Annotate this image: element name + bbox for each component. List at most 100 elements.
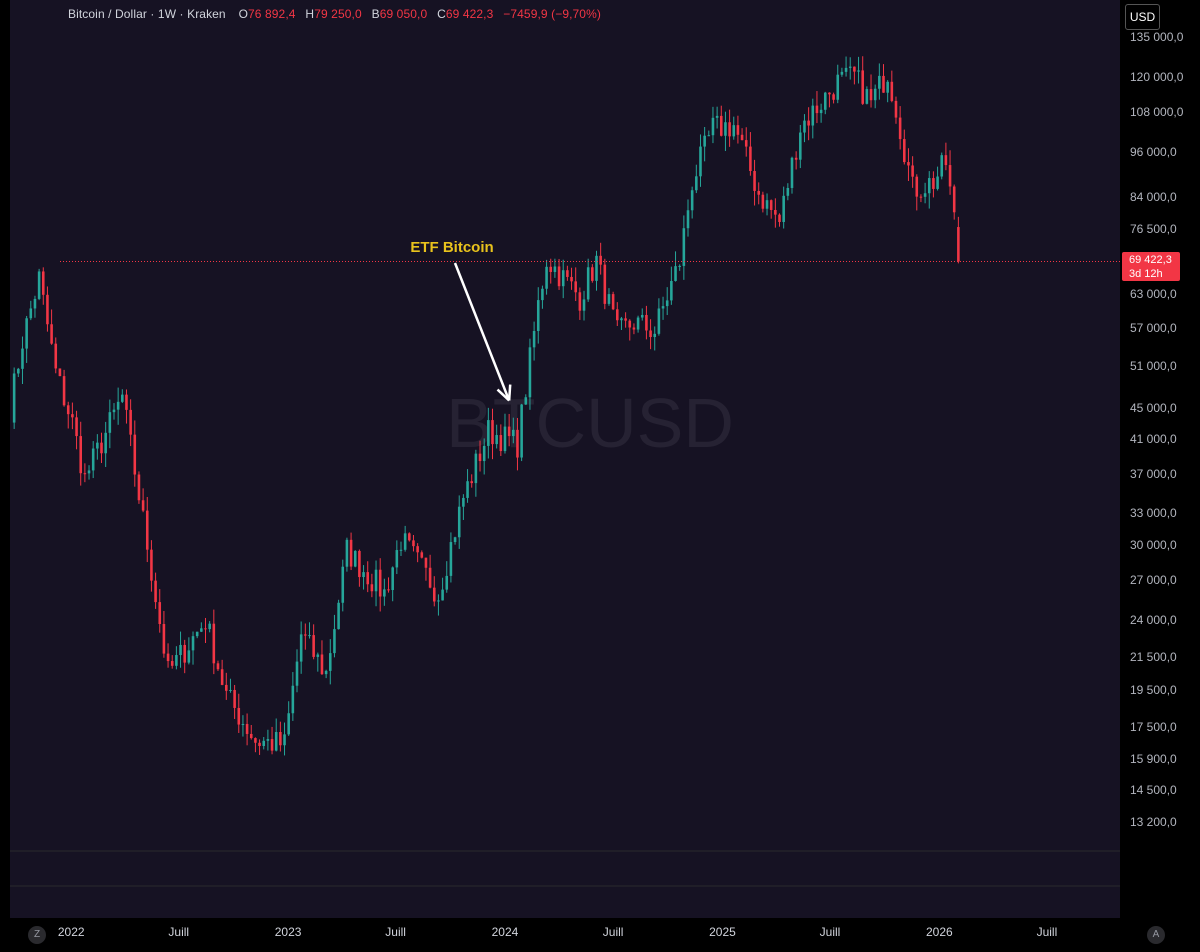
candle-body — [828, 92, 831, 95]
candle-body — [91, 448, 95, 471]
candle-body — [807, 120, 810, 126]
candle-body — [420, 552, 424, 558]
candle-body — [703, 135, 706, 147]
annotation-arrowhead — [496, 388, 510, 402]
candle-body — [12, 373, 16, 423]
candle-body — [491, 420, 494, 445]
candle-body — [320, 654, 324, 675]
candle-body — [524, 397, 528, 405]
candle-body — [229, 689, 232, 691]
candle-body — [50, 324, 53, 344]
chart-pane[interactable] — [10, 0, 1120, 918]
annotation-arrow — [453, 262, 511, 401]
candle-body — [557, 266, 561, 287]
candle-body — [520, 404, 523, 458]
candle-body — [719, 115, 723, 136]
candle-body — [96, 442, 99, 449]
candle-body — [274, 731, 278, 751]
auto-scale-z-button[interactable]: Z — [28, 926, 46, 944]
candle-body — [416, 546, 419, 553]
candle-body — [744, 140, 748, 147]
time-tick-label: 2023 — [274, 925, 302, 939]
candle-body — [87, 470, 91, 474]
candle-body — [358, 550, 361, 578]
candle-body — [58, 368, 62, 377]
candle-body — [391, 567, 394, 591]
candle-body — [940, 155, 944, 177]
candle-body — [915, 176, 919, 197]
candle-body — [270, 739, 274, 751]
time-tick-label: 2026 — [925, 925, 953, 939]
candle-body — [54, 343, 58, 369]
candle-body — [312, 635, 315, 657]
candle-body — [840, 71, 844, 75]
candle-body — [811, 105, 815, 126]
price-tick-label: 76 500,0 — [1130, 221, 1177, 236]
candle-body — [611, 294, 615, 310]
candle-body — [927, 178, 931, 194]
legend-high-label: H — [305, 7, 315, 21]
price-tick-label: 30 000,0 — [1130, 537, 1177, 552]
candle-body — [470, 481, 473, 484]
candle-body — [424, 557, 428, 568]
candle-body — [923, 193, 927, 197]
auto-scale-a-button[interactable]: A — [1147, 926, 1165, 944]
candle-body — [803, 120, 806, 133]
current-price-value: 69 422,3 — [1129, 253, 1172, 266]
candle-body — [133, 434, 137, 475]
time-tick-label: 2022 — [57, 925, 85, 939]
candle-body — [886, 81, 889, 93]
candle-body — [200, 628, 203, 632]
candle-body — [848, 66, 852, 68]
candle-body — [175, 655, 178, 666]
candle-body — [774, 209, 777, 215]
candle-body — [129, 409, 132, 435]
candle-body — [220, 669, 224, 685]
candle-body — [474, 453, 478, 484]
candle-body — [316, 654, 320, 657]
candle-body — [374, 569, 378, 592]
candle-body — [682, 228, 686, 266]
time-tick-label: Juill — [385, 925, 406, 939]
candle-body — [482, 445, 486, 462]
current-price-tag: 69 422,3 3d 12h — [1122, 251, 1180, 281]
candle-body — [387, 589, 390, 591]
candle-body — [299, 634, 303, 662]
candle-body — [640, 314, 644, 318]
candle-body — [75, 417, 78, 437]
candle-body — [957, 227, 960, 262]
candle-body — [907, 162, 910, 166]
candle-body — [437, 600, 440, 602]
candle-body — [403, 533, 407, 550]
candle-body — [690, 190, 694, 211]
candle-body — [878, 75, 881, 89]
candle-body — [179, 644, 182, 656]
candle-body — [853, 66, 856, 72]
candle-body — [41, 271, 45, 295]
price-tick-label: 15 900,0 — [1130, 752, 1177, 767]
legend-symbol: Bitcoin / Dollar · 1W · Kraken — [68, 7, 226, 21]
candle-body — [561, 270, 565, 287]
candle-body — [245, 723, 249, 734]
candle-body — [333, 629, 336, 654]
candle-body — [678, 265, 681, 267]
candle-body — [495, 435, 498, 445]
candle-body — [790, 157, 794, 188]
candle-body — [761, 194, 765, 209]
candle-body — [624, 318, 627, 321]
price-tick-label: 21 500,0 — [1130, 650, 1177, 665]
candle-body — [753, 171, 756, 191]
candle-body — [212, 623, 216, 664]
candle-body — [832, 94, 835, 100]
candle-body — [324, 670, 328, 675]
currency-button[interactable]: USD — [1125, 4, 1160, 30]
candle-body — [487, 420, 490, 446]
candle-body — [137, 474, 141, 501]
candle-body — [141, 500, 145, 511]
price-tick-label: 51 000,0 — [1130, 358, 1177, 373]
candle-body — [349, 539, 353, 567]
candle-body — [532, 330, 536, 348]
candle-body — [258, 742, 261, 746]
candle-body — [628, 320, 632, 328]
